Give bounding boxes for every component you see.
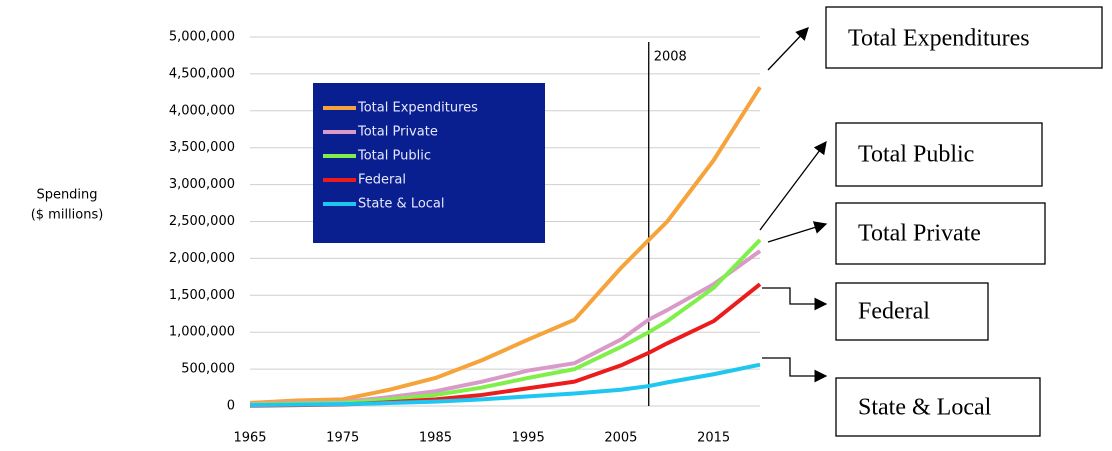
reference-label: 2008 [654, 50, 687, 65]
callout: State & Local [858, 395, 992, 421]
y-tick-label: 4,500,000 [169, 66, 235, 81]
y-tick-label: 1,500,000 [169, 288, 235, 303]
x-tick-label: 2015 [697, 431, 730, 446]
y-tick-label: 5,000,000 [169, 30, 235, 45]
legend-label: Total Expenditures [357, 101, 478, 116]
legend-label: Total Public [357, 149, 431, 164]
y-tick-label: 1,000,000 [169, 325, 235, 340]
x-tick-label: 2005 [604, 431, 637, 446]
callout: Federal [858, 299, 930, 325]
y-tick-label: 3,000,000 [169, 177, 235, 192]
y-tick-label: 4,000,000 [169, 103, 235, 118]
y-tick-label: 0 [227, 399, 235, 414]
series-line [249, 86, 762, 405]
legend-label: Total Private [357, 125, 438, 140]
x-tick-label: 1995 [512, 431, 545, 446]
series-line [249, 362, 761, 408]
callout: Total Expenditures [848, 26, 1030, 52]
y-tick-label: 500,000 [181, 362, 235, 377]
callout: Total Public [858, 142, 974, 168]
x-tick-label: 1965 [233, 431, 266, 446]
y-axis-label: Spending [36, 188, 97, 203]
arrows [759, 27, 828, 383]
callout: Total Private [858, 221, 981, 247]
y-tick-label: 2,000,000 [169, 251, 235, 266]
x-tick-label: 1975 [326, 431, 359, 446]
y-axis-label: ($ millions) [31, 208, 104, 223]
y-tick-label: 2,500,000 [169, 214, 235, 229]
legend-label: State & Local [358, 197, 445, 212]
y-tick-label: 3,500,000 [169, 140, 235, 155]
callout-boxes [825, 6, 1103, 437]
x-tick-label: 1985 [419, 431, 452, 446]
legend-label: Federal [358, 173, 406, 188]
